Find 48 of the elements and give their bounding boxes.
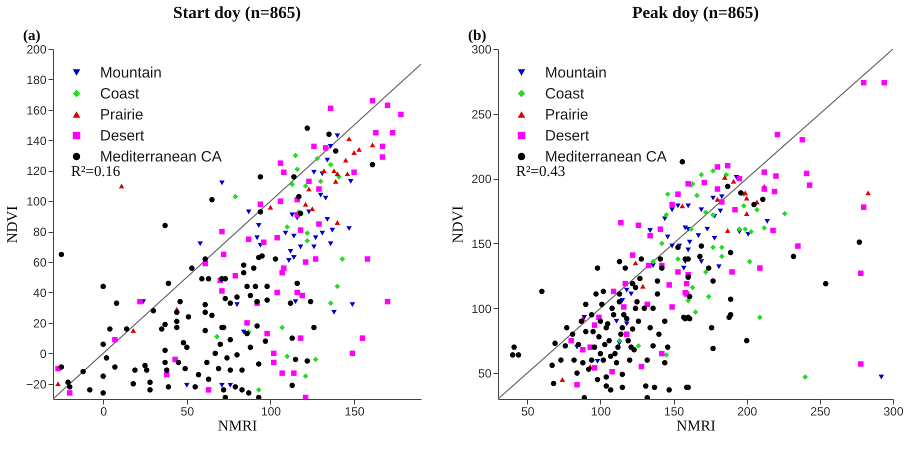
x-tick-label: 50 (180, 404, 194, 418)
legend-label: Prairie (545, 106, 588, 124)
x-tick-label: 0 (100, 404, 108, 418)
y-tick-label: 180 (26, 72, 47, 87)
x-tick-label: 100 (590, 404, 612, 418)
y-tick-label: 140 (26, 134, 47, 148)
y-tick-label: 40 (33, 286, 47, 300)
legend-label: Mountain (545, 64, 607, 82)
legend-label: Mediterranean CA (100, 148, 222, 166)
x-tick-label: 200 (737, 404, 758, 418)
y-tick-label: 200 (26, 42, 47, 56)
y-tick-label: 0 (40, 346, 47, 361)
legend-label: Mountain (100, 64, 162, 82)
legend-label: Prairie (100, 106, 144, 124)
x-tick-label: 250 (810, 404, 831, 418)
annotation: R²=0.16 (71, 164, 121, 180)
y-tick-label: 60 (33, 256, 47, 270)
legend-label: Desert (545, 128, 590, 144)
x-tick-label: 150 (344, 404, 365, 418)
y-tick-label: 50 (478, 366, 492, 381)
text: (b) (468, 28, 486, 44)
y-tick-label: 20 (33, 316, 47, 330)
y-tick-label: 100 (471, 302, 492, 316)
y-axis-title: NDVI (450, 206, 466, 244)
y-tick-label: 200 (471, 172, 492, 186)
chart-title: Start doy (n=865) (173, 3, 301, 22)
y-tick-label: −20 (26, 377, 47, 392)
legend-label: Coast (545, 86, 586, 102)
y-tick-label: 150 (471, 236, 492, 251)
text: (a) (23, 28, 40, 44)
x-tick-label: 150 (664, 404, 684, 418)
y-tick-label: 160 (26, 103, 47, 118)
legend-label: Desert (100, 128, 146, 144)
y-tick-label: 300 (471, 42, 492, 56)
y-tick-label: 80 (33, 225, 47, 240)
y-tick-label: 250 (471, 107, 492, 122)
y-tick-label: 100 (26, 194, 47, 209)
x-axis-title: NMRI (676, 418, 716, 434)
legend-label: Mediterranean CA (545, 148, 667, 166)
x-axis-title: NMRI (218, 418, 258, 434)
y-axis-title: NDVI (5, 206, 22, 244)
y-tick-label: 120 (26, 164, 47, 178)
chart-title: Peak doy (n=865) (632, 3, 759, 22)
x-tick-label: 50 (521, 404, 535, 418)
annotation: R²=0.43 (516, 164, 566, 180)
x-tick-label: 100 (260, 404, 282, 418)
legend-label: Coast (100, 86, 140, 102)
x-tick-label: 300 (883, 404, 904, 418)
